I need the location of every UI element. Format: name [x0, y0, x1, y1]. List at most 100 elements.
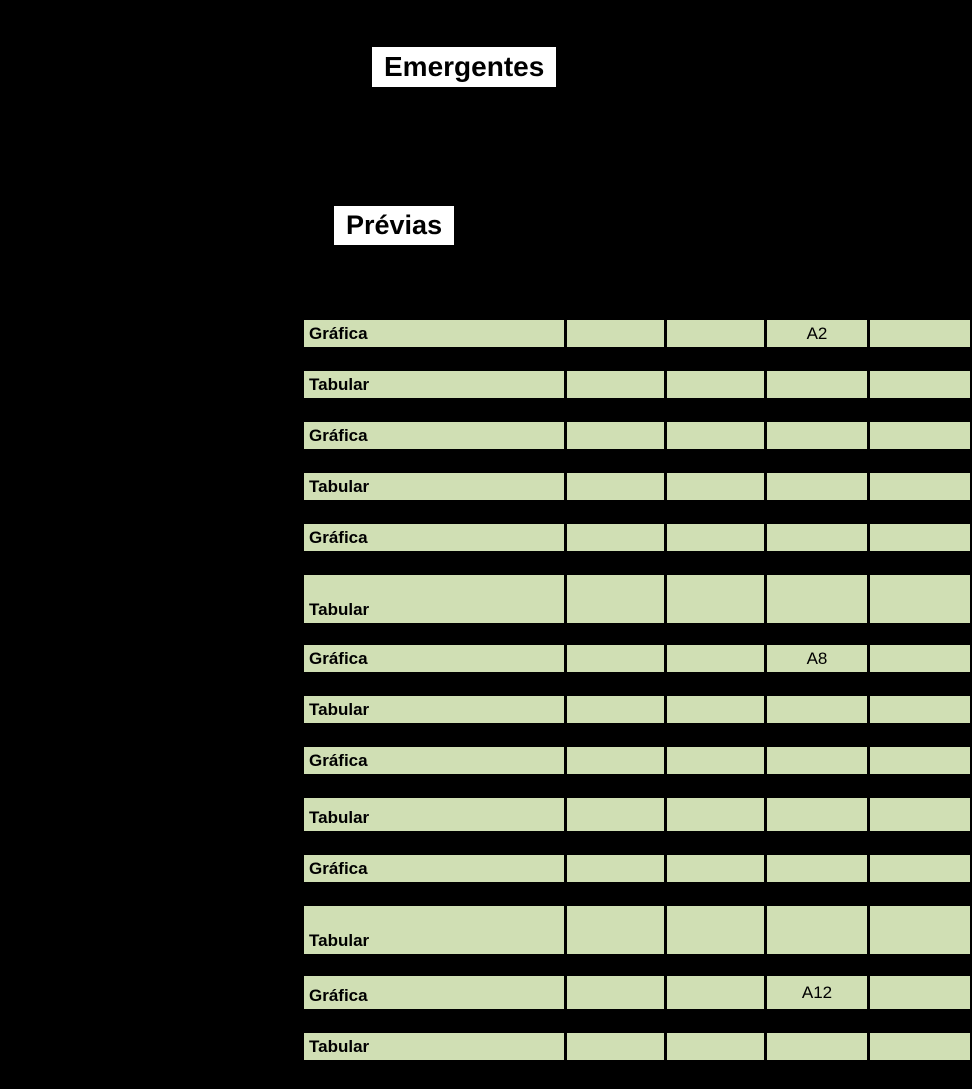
row-cell [767, 371, 870, 398]
table-row: Gráfica [304, 747, 970, 774]
row-label: Tabular [304, 371, 567, 398]
title-emergentes: Emergentes [370, 45, 558, 89]
row-cell [567, 1033, 667, 1060]
row-cell [870, 798, 970, 831]
table-row: Tabular [304, 696, 970, 723]
row-cell [667, 906, 767, 954]
table-row: Tabular [304, 798, 970, 831]
row-cell [567, 524, 667, 551]
row-cell [567, 422, 667, 449]
row-cell [667, 976, 767, 1009]
row-cell [870, 645, 970, 672]
row-cell [767, 906, 870, 954]
table-row [304, 347, 970, 371]
row-cell [567, 696, 667, 723]
row-cell [870, 696, 970, 723]
row-cell: A8 [767, 645, 870, 672]
table-row: Gráfica A12 [304, 976, 970, 1009]
row-label: Tabular [304, 575, 567, 623]
table-row [304, 831, 970, 855]
row-cell [667, 575, 767, 623]
row-cell [870, 371, 970, 398]
row-cell [767, 422, 870, 449]
row-cell [667, 747, 767, 774]
row-label: Tabular [304, 906, 567, 954]
row-cell [667, 524, 767, 551]
table-row [304, 500, 970, 524]
table-row: Gráfica [304, 524, 970, 551]
table-row: Gráfica [304, 422, 970, 449]
row-cell [567, 645, 667, 672]
row-cell [870, 906, 970, 954]
row-cell [667, 371, 767, 398]
table-row: Tabular [304, 1033, 970, 1060]
row-label: Gráfica [304, 320, 567, 347]
data-table: Gráfica A2 Tabular Gráfica Tabular Gráfica Tab… [304, 320, 970, 1060]
table-row: Tabular [304, 371, 970, 398]
row-cell [667, 645, 767, 672]
table-row [304, 774, 970, 798]
title-previas: Prévias [332, 204, 456, 247]
row-cell [567, 976, 667, 1009]
row-cell [567, 855, 667, 882]
row-cell [870, 422, 970, 449]
row-cell [567, 906, 667, 954]
row-cell [667, 798, 767, 831]
table-row: Gráfica A8 [304, 645, 970, 672]
row-cell [767, 747, 870, 774]
row-cell [567, 320, 667, 347]
row-cell [870, 524, 970, 551]
table-row [304, 672, 970, 696]
row-cell [870, 575, 970, 623]
table-row: Gráfica A2 [304, 320, 970, 347]
row-label: Gráfica [304, 976, 567, 1009]
row-label: Gráfica [304, 747, 567, 774]
row-cell: A2 [767, 320, 870, 347]
row-cell [667, 696, 767, 723]
row-cell [767, 855, 870, 882]
row-label: Gráfica [304, 855, 567, 882]
table-row [304, 551, 970, 575]
row-cell [567, 575, 667, 623]
table-row [304, 449, 970, 473]
row-cell [870, 473, 970, 500]
row-label: Tabular [304, 696, 567, 723]
row-cell [767, 696, 870, 723]
row-cell [870, 747, 970, 774]
row-label: Tabular [304, 1033, 567, 1060]
row-cell [870, 855, 970, 882]
table-row: Gráfica [304, 855, 970, 882]
row-cell [870, 976, 970, 1009]
row-cell: A12 [767, 976, 870, 1009]
table-row [304, 1009, 970, 1033]
row-cell [567, 473, 667, 500]
table-row: Tabular [304, 906, 970, 954]
row-cell [667, 422, 767, 449]
row-label: Gráfica [304, 645, 567, 672]
table-row: Tabular [304, 473, 970, 500]
row-cell [667, 320, 767, 347]
row-cell [767, 575, 870, 623]
row-label: Gráfica [304, 524, 567, 551]
row-cell [767, 798, 870, 831]
row-cell [767, 524, 870, 551]
row-cell [667, 473, 767, 500]
row-cell [767, 473, 870, 500]
table-row: Tabular [304, 575, 970, 623]
row-label: Tabular [304, 798, 567, 831]
row-cell [667, 855, 767, 882]
table-row [304, 623, 970, 645]
row-cell [567, 747, 667, 774]
table-row [304, 882, 970, 906]
row-cell [567, 798, 667, 831]
table-row [304, 954, 970, 976]
row-label: Tabular [304, 473, 567, 500]
row-cell [870, 320, 970, 347]
table-row [304, 723, 970, 747]
row-cell [767, 1033, 870, 1060]
row-cell [870, 1033, 970, 1060]
row-cell [567, 371, 667, 398]
row-label: Gráfica [304, 422, 567, 449]
table-row [304, 398, 970, 422]
row-cell [667, 1033, 767, 1060]
